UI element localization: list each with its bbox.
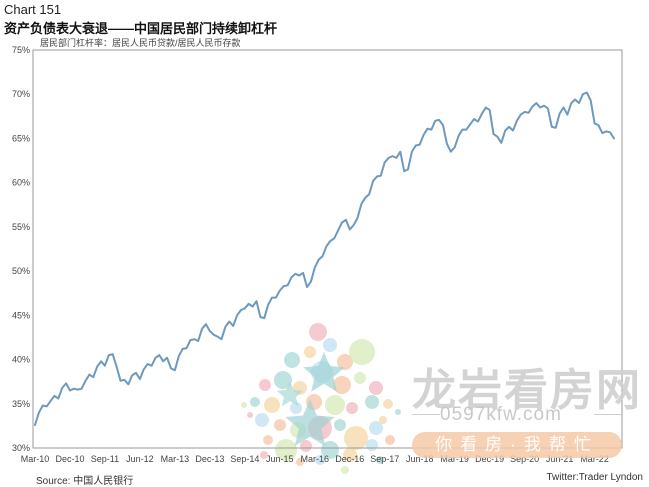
decorative-bubble: [369, 381, 383, 395]
plot-frame: [32, 49, 623, 449]
x-tick-label: Dec-16: [335, 454, 364, 464]
x-tick-label: Mar-10: [21, 454, 50, 464]
decorative-bubble: [255, 413, 269, 427]
decorative-bubble: [369, 421, 383, 435]
decorative-bubble: [290, 402, 302, 414]
decorative-bubble: [300, 440, 312, 452]
x-tick-label: Sep-17: [370, 454, 399, 464]
decorative-bubble: [395, 409, 401, 415]
y-tick-label: 60%: [12, 178, 30, 188]
decorative-bubble: [379, 416, 387, 424]
x-axis: Mar-10 Dec-10 Sep-11 Jun-12 Mar-13 Dec-13 Sep-…: [21, 454, 609, 464]
y-tick-label: 65%: [12, 133, 30, 143]
decorative-bubble: [274, 419, 286, 431]
y-tick-label: 35%: [12, 399, 30, 409]
decorative-bubble: [309, 323, 327, 341]
x-tick-label: Sep-14: [230, 454, 259, 464]
x-tick-label: Mar-16: [301, 454, 330, 464]
decorative-bubble: [337, 354, 353, 370]
decorative-bubble: [260, 451, 268, 459]
x-tick-label: Jun-12: [126, 454, 154, 464]
decorative-bubble: [349, 339, 375, 365]
y-tick-label: 45%: [12, 310, 30, 320]
decorative-bubble: [259, 379, 271, 391]
chart-title: 资产负债表大衰退——中国居民部门持续卸杠杆: [4, 21, 278, 36]
decorative-bubble: [376, 456, 384, 464]
decorative-bubble: [275, 439, 297, 461]
x-tick-label: Jun-15: [266, 454, 294, 464]
decorative-bubble: [343, 448, 357, 462]
y-tick-label: 75%: [12, 45, 30, 55]
x-tick-label: Dec-10: [55, 454, 84, 464]
chart-label: Chart 151: [4, 2, 62, 17]
x-tick-label: Sep-20: [510, 454, 539, 464]
decorative-bubble: [315, 455, 325, 465]
decorative-bubble: [296, 458, 304, 466]
decorative-bubble: [247, 412, 253, 418]
credit-note: Twitter:Trader Lyndon: [546, 472, 643, 483]
watermark-divider-right: [594, 414, 622, 415]
watermark-divider-left: [412, 414, 440, 415]
decorative-bubble: [241, 402, 247, 408]
y-tick-label: 50%: [12, 266, 30, 276]
x-tick-label: Mar-19: [440, 454, 469, 464]
decorative-bubble: [366, 439, 378, 451]
decorative-bubble: [354, 372, 366, 384]
decorative-bubble: [263, 435, 273, 445]
x-tick-label: Jun-18: [406, 454, 434, 464]
decorative-bubble: [284, 352, 300, 368]
decorative-star: [285, 399, 335, 446]
x-tick-label: Dec-13: [195, 454, 224, 464]
decorative-bubble: [321, 441, 339, 459]
decorative-bubble: [325, 395, 345, 415]
decorative-bubble: [333, 376, 351, 394]
decorative-bubble: [385, 435, 395, 445]
decorative-bubble: [250, 397, 260, 407]
y-tick-label: 30%: [12, 443, 30, 453]
x-tick-label: Sep-11: [91, 454, 119, 464]
decorative-star: [303, 352, 345, 392]
y-tick-label: 40%: [12, 355, 30, 365]
decorative-bubble: [365, 395, 379, 409]
x-tick-label: Mar-13: [161, 454, 190, 464]
y-tick-label: 55%: [12, 222, 30, 232]
decorative-bubble-logo: [241, 323, 401, 474]
decorative-bubble: [341, 466, 349, 474]
decorative-bubble: [323, 338, 337, 352]
decorative-bubble: [274, 371, 292, 389]
source-note: Source: 中国人民银行: [36, 476, 134, 487]
decorative-bubble: [264, 397, 280, 413]
x-tick-label: Mar-22: [580, 454, 609, 464]
decorative-bubble: [346, 402, 358, 414]
x-tick-label: Jun-21: [546, 454, 574, 464]
series-line-household-leverage: [34, 91, 615, 426]
decorative-bubble: [304, 346, 316, 358]
decorative-bubble: [383, 399, 393, 409]
decorative-bubble: [334, 419, 346, 431]
x-tick-label: Dec-19: [475, 454, 504, 464]
series-label: 居民部门杠杆率：居民人民币贷款/居民人民币存款: [40, 37, 241, 48]
y-axis: 30% 35% 40% 45% 50% 55% 60% 65% 70% 75%: [12, 45, 30, 453]
decorative-bubble: [344, 426, 368, 450]
decorative-star: [276, 381, 304, 407]
y-tick-label: 70%: [12, 89, 30, 99]
